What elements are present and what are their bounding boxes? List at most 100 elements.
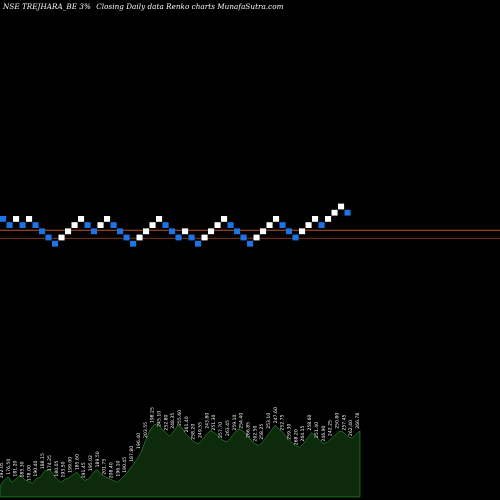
volume-label: 252.80 xyxy=(163,414,169,430)
volume-label: 178.00 xyxy=(26,465,32,481)
volume-label: 248.35 xyxy=(170,413,176,429)
volume-area-path xyxy=(0,423,361,498)
renko-bricks xyxy=(0,203,351,247)
volume-label: 258.25 xyxy=(259,424,265,440)
renko-brick-down xyxy=(123,234,130,241)
renko-brick-down xyxy=(286,228,293,235)
volume-label: 190.45 xyxy=(122,457,128,473)
volume-label: 196.40 xyxy=(136,433,142,449)
renko-brick-up xyxy=(266,222,273,228)
renko-brick-down xyxy=(32,222,39,228)
volume-label: 191.45 xyxy=(81,462,87,478)
chart-description: Closing Daily data Renko charts MunafaSu… xyxy=(96,2,284,11)
volume-label: 249.55 xyxy=(198,422,204,438)
renko-brick-down xyxy=(318,222,325,228)
volume-label: 263.45 xyxy=(225,420,231,436)
volume-label: 245.10 xyxy=(157,411,163,427)
renko-brick-up xyxy=(305,222,312,228)
renko-brick-down xyxy=(175,234,182,241)
renko-brick-down xyxy=(188,234,195,241)
renko-brick-up xyxy=(149,222,156,228)
volume-label: 254.40 xyxy=(239,413,245,429)
renko-brick-down xyxy=(39,228,46,235)
chart-header: NSE TREJHARA_BE 3% Closing Daily data Re… xyxy=(3,2,286,11)
renko-brick-down xyxy=(227,222,234,228)
volume-label: 198.25 xyxy=(150,407,156,423)
volume-label: 250.80 xyxy=(335,413,341,429)
volume-area xyxy=(0,423,361,498)
volume-label: 176.50 xyxy=(6,459,12,475)
volume-label: 262.40 xyxy=(348,420,354,436)
volume-label: 268.20 xyxy=(293,429,299,445)
renko-brick-down xyxy=(240,234,247,241)
volume-label: 247.60 xyxy=(273,407,279,423)
volume-label: 266.85 xyxy=(246,422,252,438)
renko-brick-up xyxy=(156,216,163,222)
volume-label: 261.40 xyxy=(184,416,190,432)
volume-label: 243.80 xyxy=(204,413,210,429)
volume-label: 195.02 xyxy=(88,455,94,471)
renko-brick-up xyxy=(26,216,33,222)
renko-brick-down xyxy=(195,240,202,247)
renko-brick-up xyxy=(260,228,267,235)
volume-label: 255.60 xyxy=(177,410,183,426)
volume-label: 259.30 xyxy=(287,424,293,440)
renko-brick-down xyxy=(45,234,52,241)
renko-brick-down xyxy=(6,222,13,228)
volume-label: 242.25 xyxy=(328,420,334,436)
renko-brick-up xyxy=(104,216,111,222)
renko-brick-up xyxy=(253,234,260,241)
volume-label: 199.00 xyxy=(68,457,74,473)
price-lines xyxy=(0,229,500,239)
volume-label: 201.75 xyxy=(102,459,108,475)
renko-brick-up xyxy=(136,234,143,241)
chart-symbol: NSE TREJHARA_BE 3% xyxy=(3,2,91,11)
renko-brick-down xyxy=(117,228,124,235)
renko-brick-up xyxy=(201,234,208,241)
volume-label: 253.10 xyxy=(266,413,272,429)
volume-label: 251.30 xyxy=(211,414,217,430)
renko-brick-down xyxy=(0,216,7,222)
renko-brick-down xyxy=(234,228,241,235)
volume-label: 188.15 xyxy=(40,453,46,469)
renko-brick-down xyxy=(52,240,59,247)
renko-brick-up xyxy=(13,216,20,222)
volume-label: 262.50 xyxy=(252,425,258,441)
volume-label: 252.75 xyxy=(280,414,286,430)
renko-brick-up xyxy=(78,216,85,222)
volume-labels: 192.05 176.50 181.20 185.30 178.00 190.40 188.… xyxy=(0,407,361,481)
volume-label: 190.40 xyxy=(33,460,39,476)
volume-label: 185.60 xyxy=(74,454,80,470)
renko-brick-down xyxy=(162,222,169,228)
volume-label: 259.10 xyxy=(232,414,238,430)
volume-label: 266.78 xyxy=(355,413,361,429)
volume-label: 257.45 xyxy=(341,414,347,430)
renko-brick-down xyxy=(279,222,286,228)
volume-label: 203.55 xyxy=(143,422,149,438)
renko-brick-down xyxy=(292,234,299,241)
renko-brick-down xyxy=(344,209,351,216)
renko-brick-up xyxy=(97,222,104,228)
volume-label: 181.20 xyxy=(13,460,19,476)
volume-label: 251.40 xyxy=(314,422,320,438)
renko-brick-up xyxy=(71,222,78,228)
renko-brick-up xyxy=(331,209,338,216)
volume-label: 246.90 xyxy=(321,425,327,441)
renko-brick-up xyxy=(65,228,72,235)
volume-label: 189.50 xyxy=(95,451,101,467)
volume-label: 264.15 xyxy=(300,425,306,441)
volume-label: 208.40 xyxy=(109,462,115,478)
renko-brick-down xyxy=(110,222,117,228)
renko-brick-down xyxy=(91,228,98,235)
renko-brick-up xyxy=(273,216,280,222)
volume-label: 192.05 xyxy=(0,462,5,478)
renko-brick-down xyxy=(19,222,26,228)
renko-brick-down xyxy=(169,228,176,235)
volume-label: 258.60 xyxy=(307,414,313,430)
renko-brick-up xyxy=(58,234,65,241)
renko-brick-up xyxy=(214,222,221,228)
renko-brick-up xyxy=(338,203,345,210)
renko-brick-up xyxy=(312,216,319,222)
renko-brick-up xyxy=(208,228,215,235)
